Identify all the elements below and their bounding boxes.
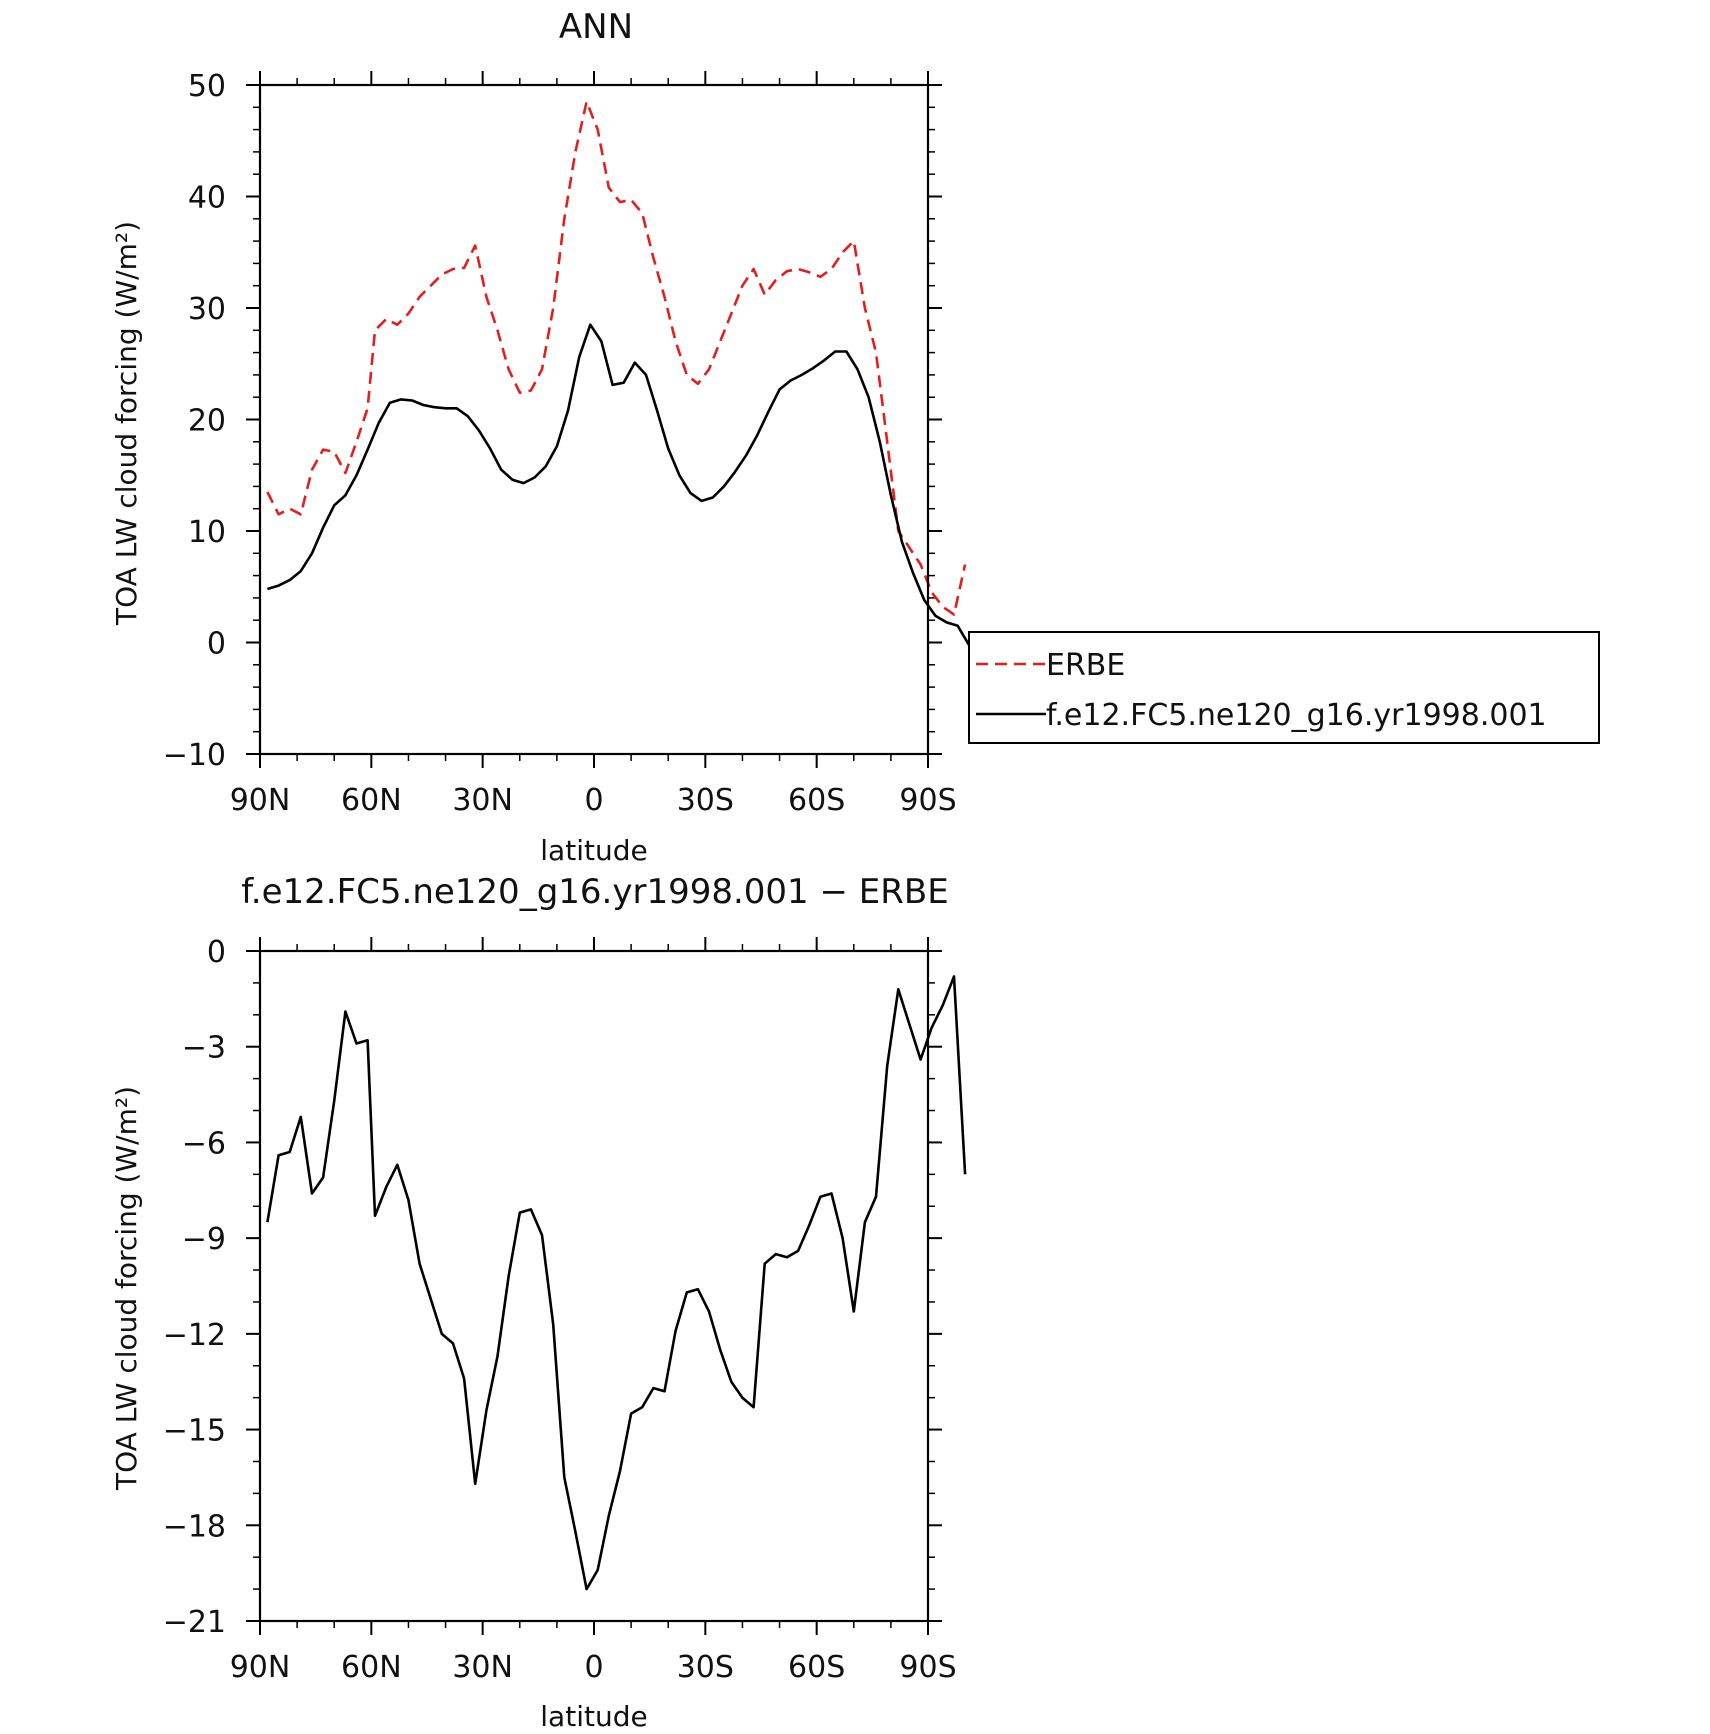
- top-panel-series-line-0: [266, 100, 967, 616]
- bottom-panel-lines: [266, 975, 967, 1591]
- top-panel-y-tick-label: 30: [188, 292, 226, 327]
- top-panel-x-tick-label: 90S: [899, 783, 956, 818]
- bottom-panel-y-tick-label: 0: [207, 935, 226, 970]
- bottom-panel-x-tick-label: 30N: [452, 1650, 513, 1685]
- bottom-panel-y-tick-label: −21: [163, 1605, 226, 1640]
- top-panel-x-tick-label: 90N: [230, 783, 291, 818]
- legend-model-label: f.e12.FC5.ne120_g16.yr1998.001: [1046, 698, 1547, 733]
- legend: ERBE f.e12.FC5.ne120_g16.yr1998.001: [968, 631, 1600, 744]
- bottom-panel-y-tick-label: −9: [182, 1222, 226, 1257]
- bottom-panel-x-tick-label: 60S: [788, 1650, 845, 1685]
- top-panel-y-axis-label: TOA LW cloud forcing (W/m²): [110, 221, 143, 626]
- top-panel-frame: [258, 83, 930, 756]
- top-panel: ANN TOA LW cloud forcing (W/m²) latitude…: [110, 7, 1600, 867]
- bottom-panel-y-tick-label: −15: [163, 1414, 226, 1449]
- bottom-panel-y-tick-label: −12: [163, 1318, 226, 1353]
- top-panel-y-tick-label: 0: [207, 627, 226, 662]
- bottom-panel-x-tick-label: 0: [584, 1650, 603, 1685]
- top-panel-y-tick-label: 40: [188, 181, 226, 216]
- bottom-panel-y-tick-label: −6: [182, 1126, 226, 1161]
- bottom-panel-x-tick-label: 30S: [677, 1650, 734, 1685]
- bottom-panel: f.e12.FC5.ne120_g16.yr1998.001 − ERBE TO…: [110, 872, 967, 1733]
- bottom-panel-x-tick-label: 90S: [899, 1650, 956, 1685]
- bottom-panel-frame: [258, 949, 930, 1623]
- bottom-panel-title: f.e12.FC5.ne120_g16.yr1998.001 − ERBE: [241, 872, 948, 912]
- top-panel-lines: [266, 100, 970, 646]
- top-panel-x-tick-label: 60S: [788, 783, 845, 818]
- legend-box: [968, 631, 1600, 744]
- bottom-panel-x-axis-label: latitude: [540, 1700, 647, 1733]
- top-panel-x-axis-label: latitude: [540, 834, 647, 867]
- top-panel-title: ANN: [559, 7, 633, 47]
- bottom-panel-series-line-0: [266, 975, 967, 1591]
- bottom-panel-x-tick-label: 60N: [341, 1650, 402, 1685]
- top-panel-x-tick-label: 30N: [452, 783, 513, 818]
- bottom-panel-y-tick-label: −18: [163, 1509, 226, 1544]
- top-panel-x-tick-label: 30S: [677, 783, 734, 818]
- bottom-panel-ticks: 90N 60N 30N 0 30S 60S 90S 0 −3 −6 −9 −12 −15 −18 −21: [163, 935, 957, 1685]
- top-panel-x-tick-label: 60N: [341, 783, 402, 818]
- legend-erbe-label: ERBE: [1046, 648, 1125, 683]
- top-panel-ticks: 90N 60N 30N 0 30S 60S 90S 50 40 30 20 10 0 −10: [163, 69, 957, 818]
- top-panel-y-tick-label: 50: [188, 69, 226, 104]
- bottom-panel-y-tick-label: −3: [182, 1031, 226, 1066]
- top-panel-x-tick-label: 0: [584, 783, 603, 818]
- top-panel-y-tick-label: −10: [163, 738, 226, 773]
- top-panel-series-line-1: [267, 323, 970, 646]
- top-panel-y-tick-label: 10: [188, 515, 226, 550]
- top-panel-y-tick-label: 20: [188, 404, 226, 439]
- bottom-panel-y-axis-label: TOA LW cloud forcing (W/m²): [110, 1086, 143, 1491]
- bottom-panel-x-tick-label: 90N: [230, 1650, 291, 1685]
